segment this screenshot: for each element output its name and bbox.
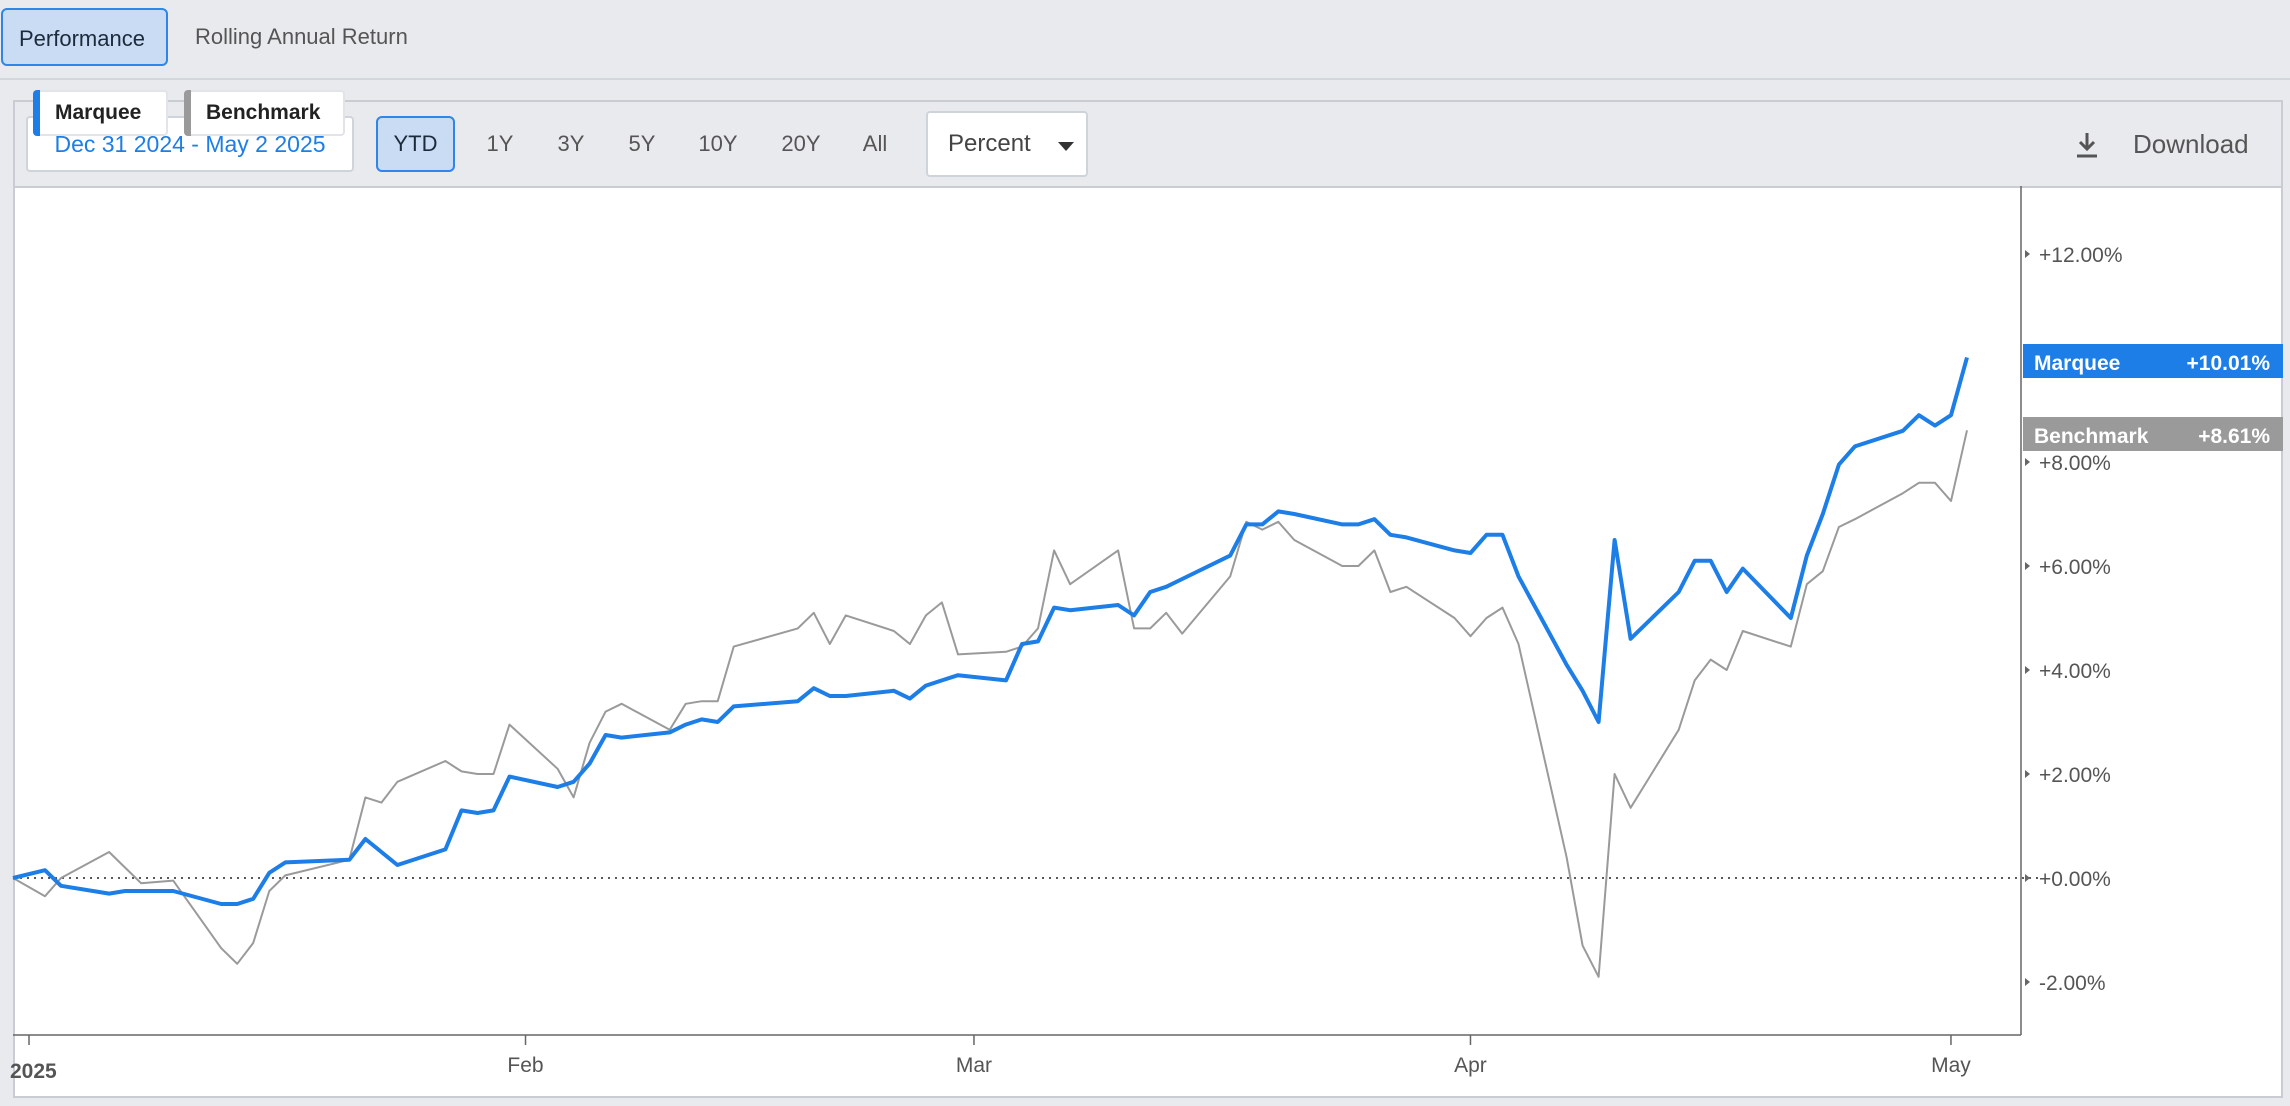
period-20y-button[interactable]: 20Y: [781, 131, 821, 156]
x-tick-label: Apr: [1454, 1054, 1487, 1077]
unit-select[interactable]: Percent: [926, 111, 1088, 177]
unit-select-value: Percent: [948, 130, 1031, 157]
y-tick-label: +8.00%: [2039, 452, 2111, 475]
x-tick-label: 2025: [10, 1060, 57, 1083]
y-tick-mark: [2025, 250, 2030, 258]
y-tick-label: -2.00%: [2039, 972, 2106, 995]
y-tick-label: +12.00%: [2039, 244, 2123, 267]
top-tab-bar: Performance Rolling Annual Return: [0, 0, 2290, 80]
end-label-bg: [2023, 344, 2283, 378]
y-tick-label: +2.00%: [2039, 764, 2111, 787]
end-label-value: +10.01%: [2187, 352, 2271, 375]
end-label-name: Marquee: [2034, 352, 2120, 375]
legend-label-marquee: Marquee: [55, 101, 142, 124]
download-icon: [2077, 133, 2097, 158]
y-tick-mark: [2025, 978, 2030, 986]
legend-chip-marquee[interactable]: Marquee: [33, 90, 168, 136]
x-tick-label: Feb: [507, 1054, 543, 1077]
period-5y-button[interactable]: 5Y: [628, 131, 656, 156]
period-3y-button[interactable]: 3Y: [557, 131, 585, 156]
period-all-button[interactable]: All: [862, 131, 888, 156]
legend-label-benchmark: Benchmark: [206, 101, 321, 124]
y-tick-mark: [2025, 458, 2030, 466]
series-line-benchmark: [12, 430, 1968, 978]
x-tick-label: Mar: [956, 1054, 992, 1077]
end-label-value: +8.61%: [2198, 425, 2270, 448]
chevron-down-icon: [1058, 142, 1074, 151]
y-tick-label: +4.00%: [2039, 660, 2111, 683]
y-tick-mark: [2025, 666, 2030, 674]
series-line-marquee: [12, 356, 1969, 906]
tab-rolling-annual-return[interactable]: Rolling Annual Return: [195, 24, 408, 49]
period-1y-button[interactable]: 1Y: [486, 131, 514, 156]
end-label-marquee: Marquee +10.01%: [2023, 344, 2283, 378]
y-tick-mark: [2025, 770, 2030, 778]
y-tick-mark: [2025, 562, 2030, 570]
period-ytd-button[interactable]: YTD: [376, 116, 455, 172]
legend-swatch-marquee: [33, 90, 40, 136]
tab-performance[interactable]: Performance: [1, 8, 168, 66]
end-label-bg: [2023, 417, 2283, 451]
y-tick-mark: [2025, 874, 2030, 882]
x-tick-label: May: [1931, 1054, 1971, 1077]
legend-chip-benchmark[interactable]: Benchmark: [184, 90, 345, 136]
y-tick-label: +0.00%: [2039, 868, 2111, 891]
y-tick-label: +6.00%: [2039, 556, 2111, 579]
download-label: Download: [2133, 129, 2249, 159]
legend-swatch-benchmark: [184, 90, 191, 136]
period-10y-button[interactable]: 10Y: [698, 131, 738, 156]
end-label-name: Benchmark: [2034, 425, 2149, 448]
end-label-benchmark: Benchmark +8.61%: [2023, 417, 2283, 451]
